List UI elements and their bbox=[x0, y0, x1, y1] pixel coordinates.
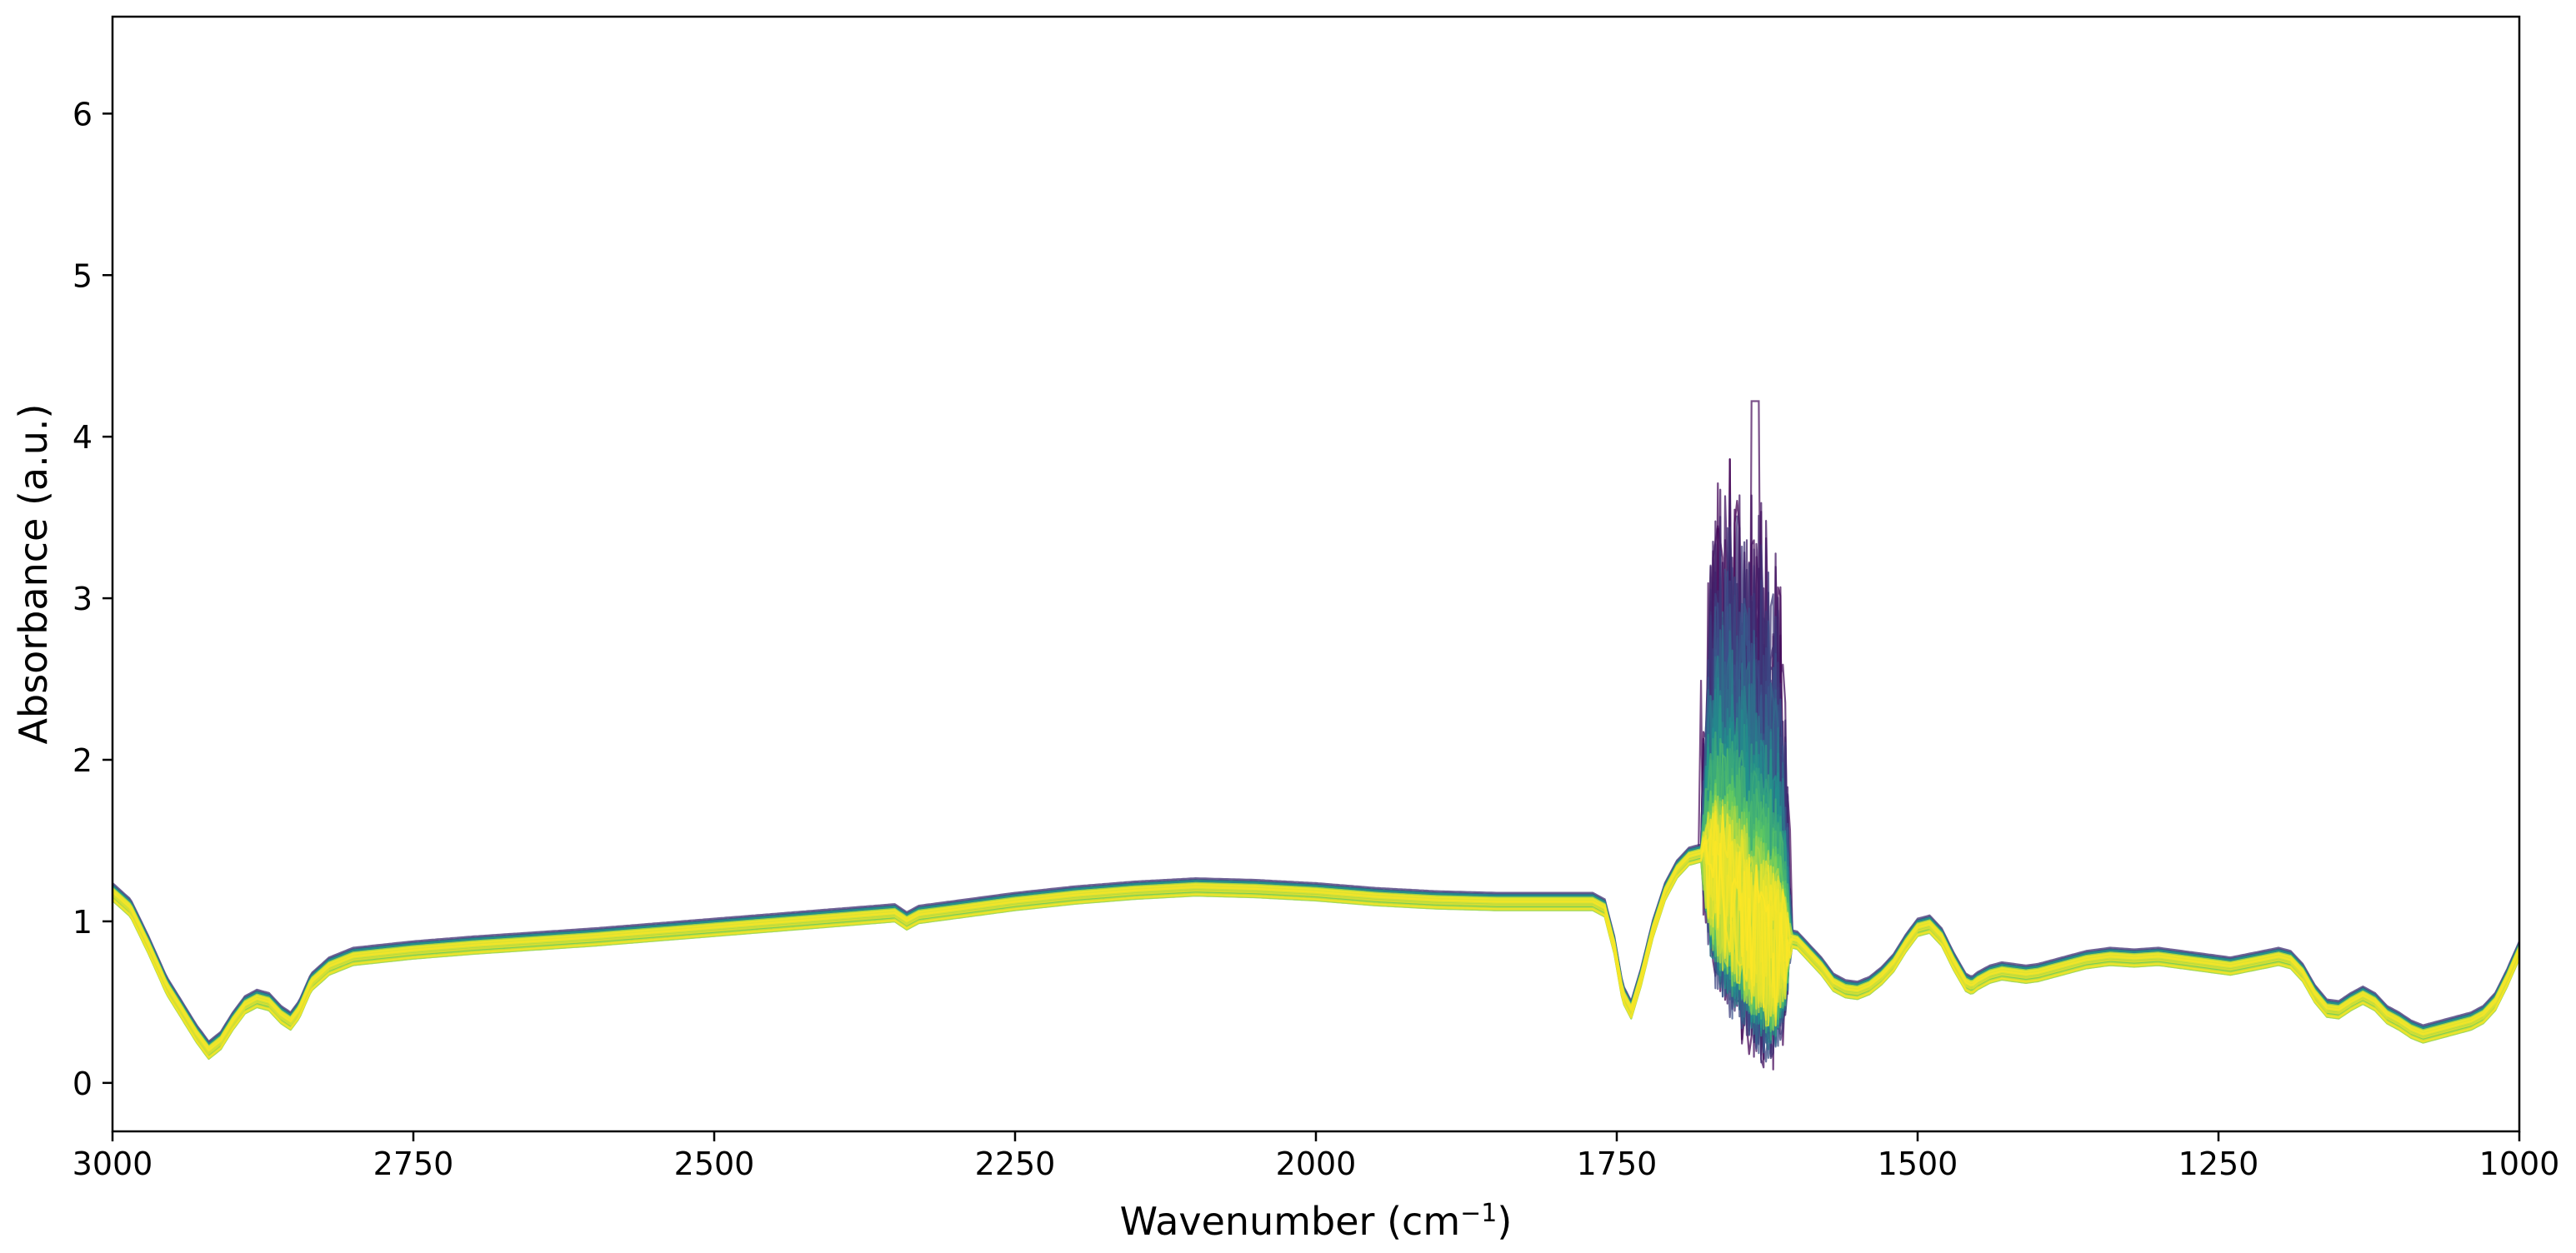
spectrum-line bbox=[112, 803, 2521, 1061]
y-ticks: 0 1 2 3 4 5 6 bbox=[73, 96, 113, 1102]
y-tick-label: 4 bbox=[73, 419, 93, 456]
spectrum-line bbox=[112, 805, 2521, 1056]
x-axis-label: Wavenumber (cm−1) bbox=[1120, 1199, 1513, 1244]
x-tick-label: 1500 bbox=[1878, 1146, 1958, 1182]
x-tick-label: 1250 bbox=[2178, 1146, 2259, 1182]
x-tick-label: 3000 bbox=[73, 1146, 153, 1182]
y-tick-label: 1 bbox=[73, 904, 93, 941]
x-tick-label: 2000 bbox=[1276, 1146, 1357, 1182]
x-tick-label: 2750 bbox=[373, 1146, 454, 1182]
x-tick-label: 1000 bbox=[2479, 1146, 2560, 1182]
y-axis-label: Absorbance (a.u.) bbox=[11, 404, 56, 745]
y-tick-label: 3 bbox=[73, 581, 93, 617]
spectrum-line bbox=[112, 806, 2521, 1049]
x-axis-label-main: Wavenumber (cm bbox=[1120, 1199, 1460, 1244]
spectrum-line bbox=[112, 515, 2521, 1043]
y-tick-label: 6 bbox=[73, 96, 93, 132]
spectrum-line bbox=[112, 839, 2521, 1059]
x-ticks: 3000 2750 2500 2250 2000 1750 1500 1250 1000 bbox=[73, 1131, 2560, 1182]
y-tick-label: 0 bbox=[73, 1066, 93, 1102]
y-tick-label: 5 bbox=[73, 257, 93, 294]
spectrum-lines bbox=[112, 400, 2521, 1071]
x-tick-label: 2500 bbox=[674, 1146, 755, 1182]
x-tick-label: 1750 bbox=[1577, 1146, 1658, 1182]
x-axis-label-superscript: −1 bbox=[1460, 1199, 1497, 1228]
spectrum-line bbox=[112, 733, 2521, 1046]
y-tick-label: 2 bbox=[73, 742, 93, 779]
spectrum-line bbox=[112, 811, 2521, 1052]
x-tick-label: 2250 bbox=[975, 1146, 1056, 1182]
x-axis-label-close: ) bbox=[1497, 1199, 1512, 1244]
